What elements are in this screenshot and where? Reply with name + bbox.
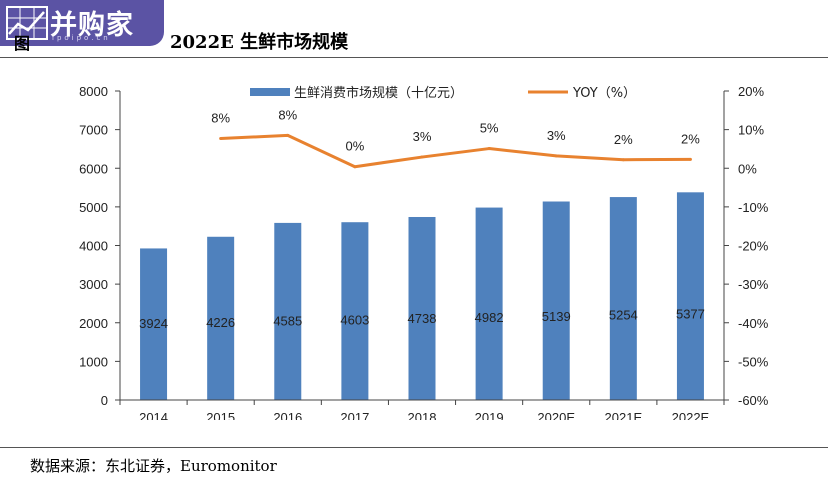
yoy-value-label: 3%: [413, 129, 432, 144]
watermark-logo: 并购家 ipoipo.cn: [0, 0, 164, 46]
yoy-point: [554, 154, 558, 158]
x-tick-label: 2021E: [605, 410, 643, 420]
bar: [341, 222, 369, 400]
left-tick-label: 4000: [79, 239, 108, 254]
bar-value-label: 4738: [408, 311, 437, 326]
yoy-value-label: 3%: [547, 128, 566, 143]
x-tick-label: 2015: [206, 410, 235, 420]
yoy-point: [621, 158, 625, 162]
bar-value-label: 5377: [676, 306, 705, 321]
yoy-value-label: 0%: [345, 139, 364, 154]
bar: [475, 207, 503, 400]
left-tick-label: 0: [101, 393, 108, 408]
bottom-divider: [0, 447, 828, 448]
header: 并购家 ipoipo.cn 图 2022E 生鲜市场规模: [0, 0, 834, 58]
x-tick-label: 2020E: [537, 410, 575, 420]
legend-line-label: YOY（%）: [572, 86, 636, 101]
bar-value-label: 5254: [609, 308, 638, 323]
x-tick-label: 2018: [408, 410, 437, 420]
bars: [140, 192, 704, 400]
bar-labels: 3924 4226 4585 4603 4738 4982 5139 5254 5377: [139, 306, 705, 331]
bar-value-label: 5139: [542, 309, 571, 324]
yoy-point: [219, 137, 223, 141]
bar: [609, 197, 637, 400]
chart-title: 2022E 生鲜市场规模: [170, 32, 349, 53]
bar: [542, 201, 570, 400]
right-tick-label: 0%: [738, 161, 757, 176]
left-tick-label: 5000: [79, 200, 108, 215]
legend-bar-swatch: [250, 88, 290, 96]
logo-text: 并购家: [50, 10, 134, 41]
x-axis: 2014 2015 2016 2017 2018 2019 2020E 2021E 2022E: [119, 399, 725, 420]
yoy-value-label: 8%: [278, 107, 297, 122]
right-tick-label: -50%: [738, 354, 769, 369]
left-tick-label: 7000: [79, 123, 108, 138]
bar-value-label: 3924: [139, 316, 168, 331]
line-labels: 8% 8% 0% 3% 5% 3% 2% 2%: [211, 107, 700, 153]
line-series: [219, 133, 692, 169]
bar-value-label: 4226: [206, 315, 235, 330]
yoy-point: [420, 155, 424, 159]
bar-value-label: 4603: [340, 312, 369, 327]
top-divider: [0, 57, 828, 58]
yoy-line: [220, 133, 691, 169]
yoy-point: [286, 133, 290, 137]
bar: [274, 222, 302, 400]
figure-label: 图: [14, 34, 31, 53]
left-tick-label: 2000: [79, 316, 108, 331]
right-tick-label: 10%: [738, 123, 764, 138]
x-tick-label: 2019: [475, 410, 504, 420]
left-axis: 0 1000 2000 3000 4000 5000 6000 7000 8000: [79, 84, 121, 408]
right-axis: -60% -50% -40% -30% -20% -10% 0% 10% 20%: [723, 84, 769, 408]
left-tick-label: 1000: [79, 354, 108, 369]
yoy-value-label: 2%: [681, 131, 700, 146]
right-tick-label: -10%: [738, 200, 769, 215]
yoy-value-label: 2%: [614, 132, 633, 147]
bar: [140, 248, 168, 400]
right-tick-label: -40%: [738, 316, 769, 331]
right-tick-label: -60%: [738, 393, 769, 408]
x-tick-label: 2014: [139, 410, 168, 420]
bar: [676, 192, 704, 400]
legend-bar-label: 生鲜消费市场规模（十亿元）: [294, 85, 463, 101]
yoy-point: [487, 147, 491, 151]
right-tick-label: -20%: [738, 239, 769, 254]
logo-url: ipoipo.cn: [52, 34, 111, 42]
yoy-point: [353, 165, 357, 169]
yoy-point: [688, 157, 692, 161]
bar-value-label: 4585: [273, 314, 302, 329]
chart-logo-icon: [6, 6, 48, 40]
left-tick-label: 6000: [79, 161, 108, 176]
x-tick-label: 2016: [273, 410, 302, 420]
yoy-value-label: 8%: [211, 111, 230, 126]
right-tick-label: 20%: [738, 84, 764, 99]
left-tick-label: 8000: [79, 84, 108, 99]
bar-value-label: 4982: [475, 310, 504, 325]
left-tick-label: 3000: [79, 277, 108, 292]
right-tick-label: -30%: [738, 277, 769, 292]
bar: [408, 216, 436, 400]
legend: 生鲜消费市场规模（十亿元） YOY（%）: [250, 85, 636, 101]
chart: 生鲜消费市场规模（十亿元） YOY（%） 0 1000 2000 3000 4000 50…: [79, 84, 769, 420]
bar: [207, 236, 235, 400]
source-note: 数据来源：东北证券，Euromonitor: [30, 457, 277, 475]
x-tick-label: 2017: [340, 410, 369, 420]
x-tick-label: 2022E: [672, 410, 710, 420]
yoy-value-label: 5%: [480, 121, 499, 136]
